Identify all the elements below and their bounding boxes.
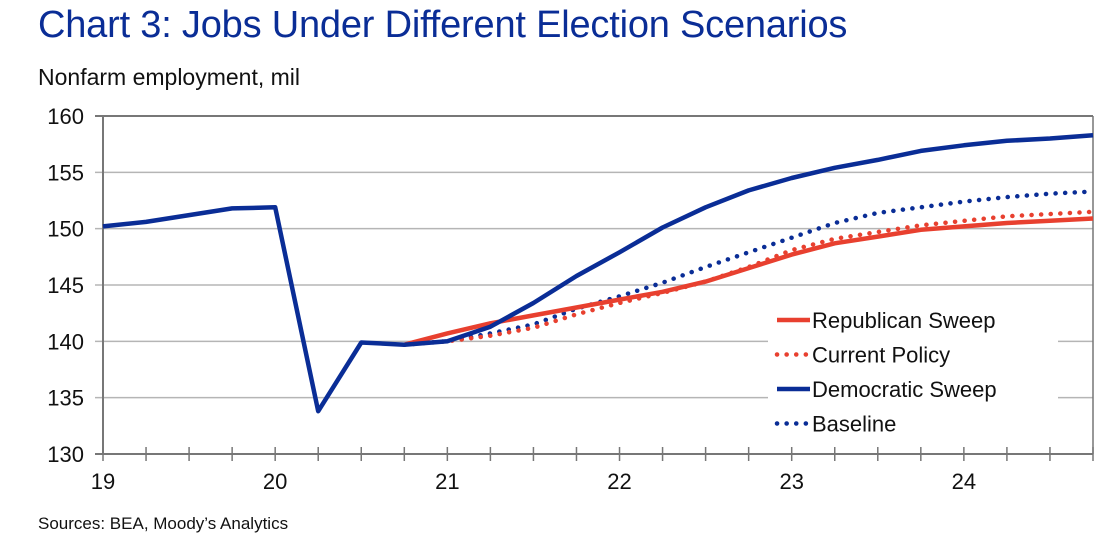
series-line-baseline bbox=[402, 189, 1096, 347]
y-axis-label: Nonfarm employment, mil bbox=[38, 64, 301, 90]
x-axis: 19 20 21 22 23 24 bbox=[91, 447, 1094, 494]
series-line-democratic-sweep bbox=[102, 132, 1094, 414]
legend: Republican Sweep Current Policy Democratic… bbox=[768, 305, 1058, 440]
series-line-republican-sweep bbox=[403, 216, 1094, 347]
legend-label: Current Policy bbox=[812, 343, 950, 368]
legend-label: Baseline bbox=[812, 412, 896, 437]
x-tick-label: 21 bbox=[435, 469, 459, 494]
x-tick-label: 19 bbox=[91, 469, 115, 494]
y-tick-label: 150 bbox=[47, 217, 84, 242]
y-tick-label: 155 bbox=[47, 160, 84, 185]
x-tick-label: 24 bbox=[952, 469, 976, 494]
y-axis: 130 135 140 145 150 155 160 bbox=[47, 104, 1094, 467]
y-tick-label: 130 bbox=[47, 442, 84, 467]
x-tick-label: 23 bbox=[779, 469, 803, 494]
legend-label: Republican Sweep bbox=[812, 308, 995, 333]
legend-label: Democratic Sweep bbox=[812, 377, 997, 402]
y-tick-label: 140 bbox=[47, 329, 84, 354]
series-lines bbox=[102, 132, 1096, 414]
y-tick-label: 135 bbox=[47, 386, 84, 411]
legend-background bbox=[768, 305, 1058, 440]
y-tick-label: 145 bbox=[47, 273, 84, 298]
source-note: Sources: BEA, Moody’s Analytics bbox=[38, 514, 289, 533]
y-tick-label: 160 bbox=[47, 104, 84, 129]
x-tick-label: 22 bbox=[607, 469, 631, 494]
x-tick-label: 20 bbox=[263, 469, 287, 494]
chart-title: Chart 3: Jobs Under Different Election S… bbox=[38, 4, 848, 46]
